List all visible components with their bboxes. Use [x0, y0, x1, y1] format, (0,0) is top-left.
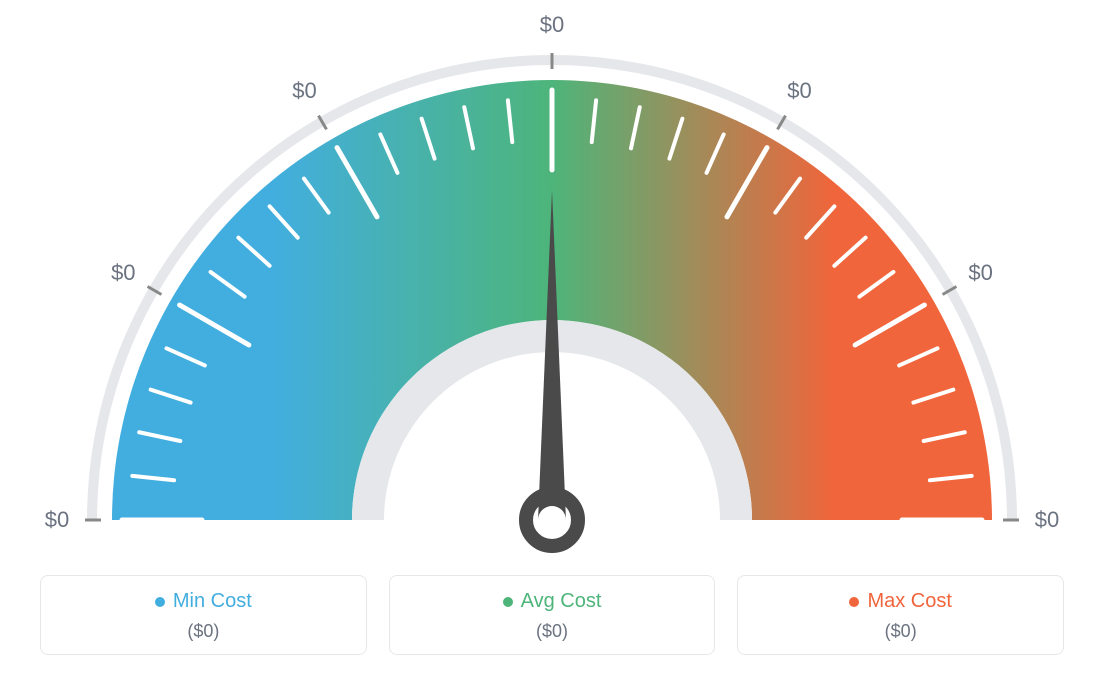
legend-box-avg: Avg Cost ($0) — [389, 575, 716, 655]
gauge-svg — [0, 0, 1104, 560]
legend-value-avg: ($0) — [400, 621, 705, 642]
gauge-tick-label: $0 — [540, 12, 564, 38]
gauge-tick-label: $0 — [1035, 507, 1059, 533]
gauge-chart: $0 $0 $0 $0 $0 $0 $0 — [0, 0, 1104, 560]
gauge-tick-label: $0 — [787, 78, 811, 104]
legend-value-max: ($0) — [748, 621, 1053, 642]
legend-row: Min Cost ($0) Avg Cost ($0) Max Cost ($0… — [0, 575, 1104, 655]
gauge-tick-label: $0 — [111, 260, 135, 286]
legend-value-min: ($0) — [51, 621, 356, 642]
legend-box-max: Max Cost ($0) — [737, 575, 1064, 655]
gauge-tick-label: $0 — [45, 507, 69, 533]
gauge-tick-label: $0 — [292, 78, 316, 104]
legend-label-max: Max Cost — [849, 590, 951, 613]
legend-box-min: Min Cost ($0) — [40, 575, 367, 655]
legend-label-avg: Avg Cost — [503, 590, 602, 613]
legend-label-min: Min Cost — [155, 590, 252, 613]
gauge-tick-label: $0 — [968, 260, 992, 286]
